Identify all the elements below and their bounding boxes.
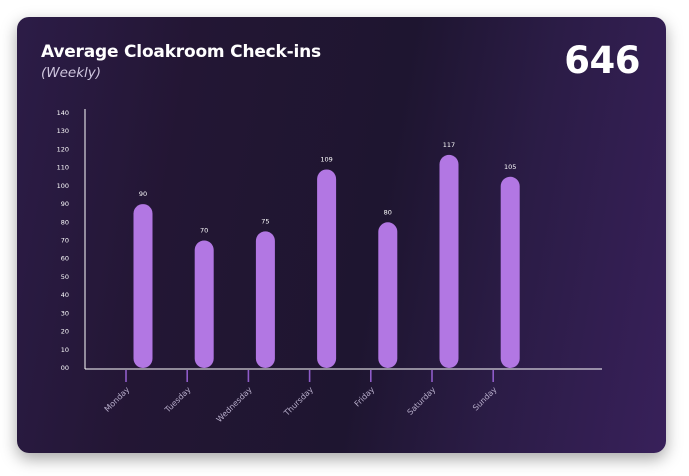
y-tick-label: 130 [57, 127, 69, 135]
data-label: 117 [443, 141, 455, 149]
x-category-label: Thursday [282, 385, 316, 419]
y-axis: 00 10 20 30 40 50 60 70 80 90 100 110 120 130 140 [57, 109, 86, 372]
bar-tuesday [194, 240, 214, 368]
bar-thursday [317, 169, 337, 368]
bars: 90 70 75 109 80 117 105 [133, 141, 520, 368]
x-axis: Monday Tuesday Wednesday Thursday Friday Satu… [85, 368, 602, 424]
data-label: 109 [320, 155, 332, 163]
y-tick-label: 10 [61, 346, 69, 354]
data-label: 105 [504, 163, 516, 171]
x-category-label: Monday [103, 385, 132, 414]
x-category-label: Sunday [471, 385, 499, 413]
chart-title: Average Cloakroom Check-ins [41, 42, 321, 62]
y-tick-label: 140 [57, 109, 69, 117]
total-value: 646 [564, 39, 640, 82]
x-category-label: Saturday [406, 385, 438, 417]
x-category-label: Wednesday [215, 385, 254, 424]
x-category-label: Friday [353, 385, 377, 409]
data-label: 90 [139, 190, 147, 198]
y-tick-label: 50 [61, 273, 69, 281]
data-label: 75 [261, 217, 269, 225]
bar-wednesday [255, 231, 275, 368]
bar-chart: 00 10 20 30 40 50 60 70 80 90 100 110 120 130 140 Mond… [57, 109, 602, 424]
chart-subtitle: (Weekly) [41, 65, 102, 81]
y-tick-label: 70 [61, 237, 69, 245]
y-tick-label: 80 [61, 218, 69, 226]
data-label: 70 [200, 227, 208, 235]
data-label: 80 [384, 208, 392, 216]
y-tick-label: 120 [57, 145, 69, 153]
y-tick-label: 100 [57, 182, 69, 190]
y-tick-label: 20 [61, 328, 69, 336]
y-tick-label: 60 [61, 255, 69, 263]
y-tick-label: 110 [57, 164, 69, 172]
chart-card: Average Cloakroom Check-ins (Weekly) 646… [17, 17, 666, 453]
y-tick-label: 30 [61, 309, 69, 317]
y-tick-label: 00 [61, 364, 69, 372]
x-category-label: Tuesday [163, 385, 193, 415]
bar-monday [133, 204, 153, 368]
bar-sunday [500, 176, 520, 368]
bar-saturday [439, 154, 459, 368]
y-tick-label: 90 [61, 200, 69, 208]
bar-friday [378, 222, 398, 368]
y-tick-label: 40 [61, 291, 69, 299]
